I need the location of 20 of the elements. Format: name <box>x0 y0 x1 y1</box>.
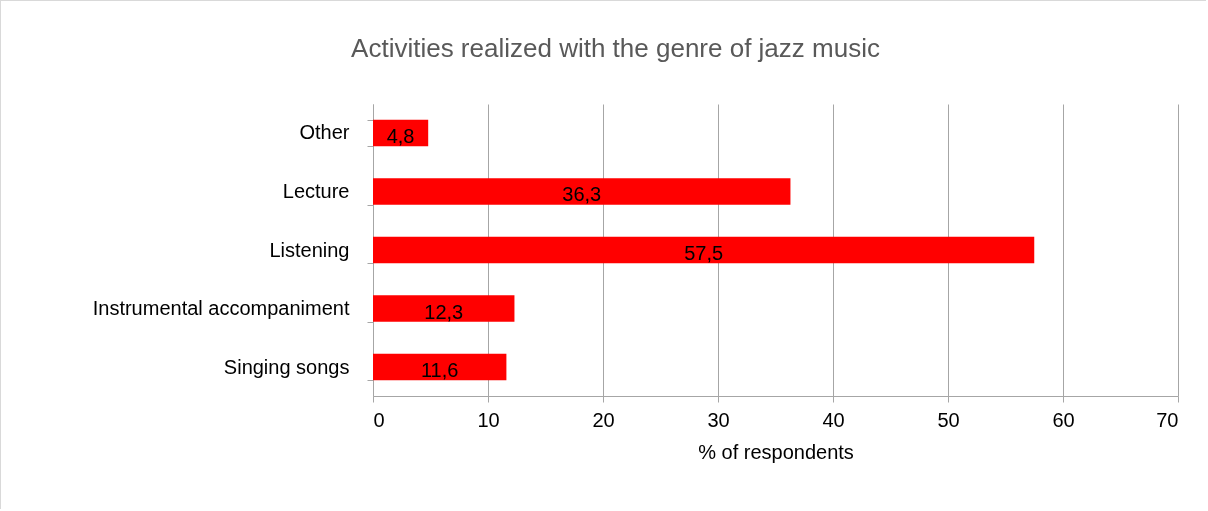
x-tick-label: 10 <box>477 408 500 431</box>
x-tick-label: 20 <box>592 408 615 431</box>
data-label: 36,3 <box>562 183 602 206</box>
x-tick-label: 70 <box>1156 408 1179 431</box>
x-tick-label: 0 <box>373 408 385 431</box>
y-tick-label: Listening <box>269 238 350 261</box>
y-tick-label: Lecture <box>282 179 350 202</box>
y-tick-label: Instrumental accompaniment <box>92 297 350 320</box>
data-label: 4,8 <box>386 124 415 147</box>
data-label: 12,3 <box>424 300 464 323</box>
x-tick-label: 50 <box>937 408 960 431</box>
x-tick-label: 40 <box>822 408 845 431</box>
y-tick-label: Singing songs <box>223 355 350 378</box>
data-label: 57,5 <box>684 242 724 264</box>
x-tick-label: 60 <box>1052 408 1075 431</box>
data-label: 11,6 <box>420 359 459 382</box>
x-tick-label: 30 <box>707 408 730 431</box>
y-tick-label: Other <box>299 121 350 144</box>
chart-title: Activities realized with the genre of jazz music <box>351 33 880 63</box>
x-axis-title: % of respondents <box>698 440 854 463</box>
